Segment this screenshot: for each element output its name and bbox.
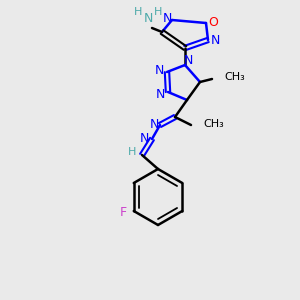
Text: H: H: [154, 7, 162, 17]
Text: N: N: [183, 53, 193, 67]
Text: N: N: [155, 88, 165, 100]
Text: N: N: [143, 13, 153, 26]
Text: N: N: [149, 118, 159, 130]
Text: F: F: [120, 206, 127, 220]
Text: H: H: [134, 7, 142, 17]
Text: CH₃: CH₃: [203, 119, 224, 129]
Text: CH₃: CH₃: [224, 72, 245, 82]
Text: O: O: [208, 16, 218, 28]
Text: N: N: [139, 131, 149, 145]
Text: N: N: [210, 34, 220, 47]
Text: N: N: [154, 64, 164, 76]
Text: N: N: [162, 13, 172, 26]
Text: H: H: [128, 147, 136, 157]
